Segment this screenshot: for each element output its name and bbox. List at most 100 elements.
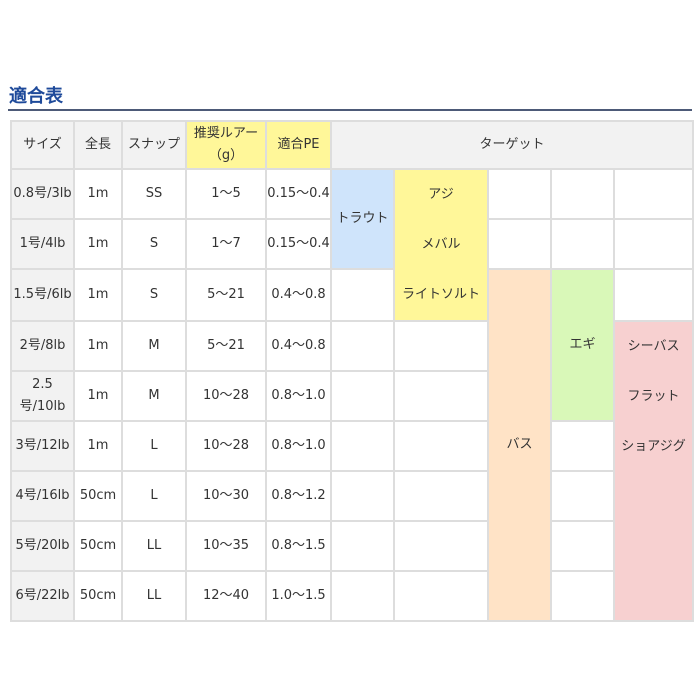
- cell-pe: 0.4～0.8: [265, 320, 332, 372]
- cell-snap: LL: [121, 570, 187, 622]
- cell-pe: 0.4～0.8: [265, 268, 332, 322]
- cell-length: 1m: [73, 320, 123, 372]
- cell-length: 1m: [73, 218, 123, 270]
- cell-length: 50cm: [73, 570, 123, 622]
- cell-lure: 10～28: [185, 420, 267, 472]
- cell-length: 1m: [73, 420, 123, 472]
- cell-snap: L: [121, 470, 187, 522]
- cell-size: 6号/22lb: [10, 570, 75, 622]
- empty-cell: [487, 168, 552, 220]
- table-row: 5号/20lb 50cm LL 10～35 0.8～1.5: [10, 520, 693, 572]
- empty-cell: [550, 168, 615, 220]
- header-lure: 推奨ルアー（g）: [185, 120, 267, 170]
- empty-cell: [550, 570, 615, 622]
- empty-cell: [330, 370, 395, 422]
- cell-pe: 0.8～1.0: [265, 420, 332, 472]
- cell-size: 2.5号/10lb: [10, 370, 75, 422]
- empty-cell: [550, 470, 615, 522]
- empty-cell: [612, 218, 695, 270]
- cell-pe: 0.8～1.5: [265, 520, 332, 572]
- empty-cell: [393, 570, 489, 622]
- empty-cell: [550, 520, 615, 572]
- target-shorejig: ショアジグ: [621, 439, 686, 454]
- target-bass: バス: [487, 268, 552, 622]
- header-target: ターゲット: [329, 120, 695, 170]
- cell-lure: 10～35: [185, 520, 267, 572]
- cell-length: 50cm: [73, 520, 123, 572]
- cell-lure: 12～40: [185, 570, 267, 622]
- cell-size: 1.5号/6lb: [10, 268, 75, 322]
- table-row: 6号/22lb 50cm LL 12～40 1.0～1.5: [10, 570, 693, 622]
- target-egi: エギ: [550, 268, 615, 422]
- cell-size: 4号/16lb: [10, 470, 75, 522]
- cell-pe: 0.15～0.4: [265, 218, 332, 270]
- cell-snap: SS: [121, 168, 187, 220]
- compatibility-table: サイズ 全長 スナップ 推奨ルアー（g） 適合PE ターゲット 0.8号/3lb…: [10, 120, 695, 622]
- cell-length: 1m: [73, 268, 123, 322]
- cell-pe: 0.8～1.2: [265, 470, 332, 522]
- target-seabass: シーバス: [627, 339, 680, 354]
- target-trout: トラウト: [330, 168, 395, 270]
- empty-cell: [487, 218, 552, 270]
- cell-pe: 1.0～1.5: [265, 570, 332, 622]
- cell-lure: 10～28: [185, 370, 267, 422]
- empty-cell: [393, 320, 489, 372]
- target-mebaru: メバル: [421, 237, 461, 252]
- empty-cell: [393, 370, 489, 422]
- table-row: 3号/12lb 1m L 10～28 0.8～1.0: [10, 420, 693, 472]
- header-length: 全長: [73, 120, 123, 170]
- empty-cell: [550, 218, 615, 270]
- cell-snap: S: [121, 268, 187, 322]
- cell-lure: 1～5: [185, 168, 267, 220]
- cell-snap: LL: [121, 520, 187, 572]
- cell-size: 3号/12lb: [10, 420, 75, 472]
- cell-snap: S: [121, 218, 187, 270]
- target-lightgame: アジメバルライトソルト: [393, 168, 489, 322]
- target-lightsalt: ライトソルト: [401, 287, 480, 302]
- empty-cell: [330, 520, 395, 572]
- header-snap: スナップ: [121, 120, 187, 170]
- title-underline: [8, 109, 692, 111]
- empty-cell: [550, 420, 615, 472]
- header-row: サイズ 全長 スナップ 推奨ルアー（g） 適合PE ターゲット: [10, 120, 695, 170]
- cell-lure: 1～7: [185, 218, 267, 270]
- empty-cell: [330, 320, 395, 372]
- empty-cell: [330, 570, 395, 622]
- cell-snap: M: [121, 320, 187, 372]
- cell-size: 5号/20lb: [10, 520, 75, 572]
- empty-cell: [393, 420, 489, 472]
- header-size: サイズ: [10, 120, 75, 170]
- table-row: 0.8号/3lb 1m SS 1～5 0.15～0.4 トラウト アジメバルライト…: [10, 168, 695, 322]
- empty-cell: [612, 168, 695, 220]
- cell-size: 1号/4lb: [10, 218, 75, 270]
- empty-cell: [393, 520, 489, 572]
- cell-length: 50cm: [73, 470, 123, 522]
- section-title: 適合表: [9, 86, 63, 107]
- header-pe: 適合PE: [265, 120, 332, 170]
- empty-cell: [330, 420, 395, 472]
- cell-snap: M: [121, 370, 187, 422]
- table-row: 1号/4lb 1m S 1～7 0.15～0.4: [10, 218, 695, 270]
- target-flat: フラット: [627, 389, 680, 404]
- empty-cell: [330, 470, 395, 522]
- cell-lure: 10～30: [185, 470, 267, 522]
- table-row: 1.5号/6lb 1m S 5～21 0.4～0.8 バス エギ: [10, 268, 695, 622]
- cell-pe: 0.15～0.4: [265, 168, 332, 220]
- cell-pe: 0.8～1.0: [265, 370, 332, 422]
- cell-lure: 5～21: [185, 268, 267, 322]
- cell-length: 1m: [73, 370, 123, 422]
- empty-cell: [393, 470, 489, 522]
- cell-size: 0.8号/3lb: [10, 168, 75, 220]
- target-aji: アジ: [428, 187, 454, 202]
- target-saltwater: シーバスフラットショアジグ: [612, 320, 695, 622]
- table-row: 2号/8lb 1m M 5～21 0.4～0.8 シーバスフラットショアジグ: [10, 320, 695, 622]
- cell-snap: L: [121, 420, 187, 472]
- cell-length: 1m: [73, 168, 123, 220]
- table-row: 4号/16lb 50cm L 10～30 0.8～1.2: [10, 470, 693, 522]
- empty-cell: [612, 268, 695, 322]
- cell-size: 2号/8lb: [10, 320, 75, 372]
- cell-lure: 5～21: [185, 320, 267, 372]
- table-row: 2.5号/10lb 1m M 10～28 0.8～1.0: [10, 370, 693, 422]
- empty-cell: [330, 268, 395, 322]
